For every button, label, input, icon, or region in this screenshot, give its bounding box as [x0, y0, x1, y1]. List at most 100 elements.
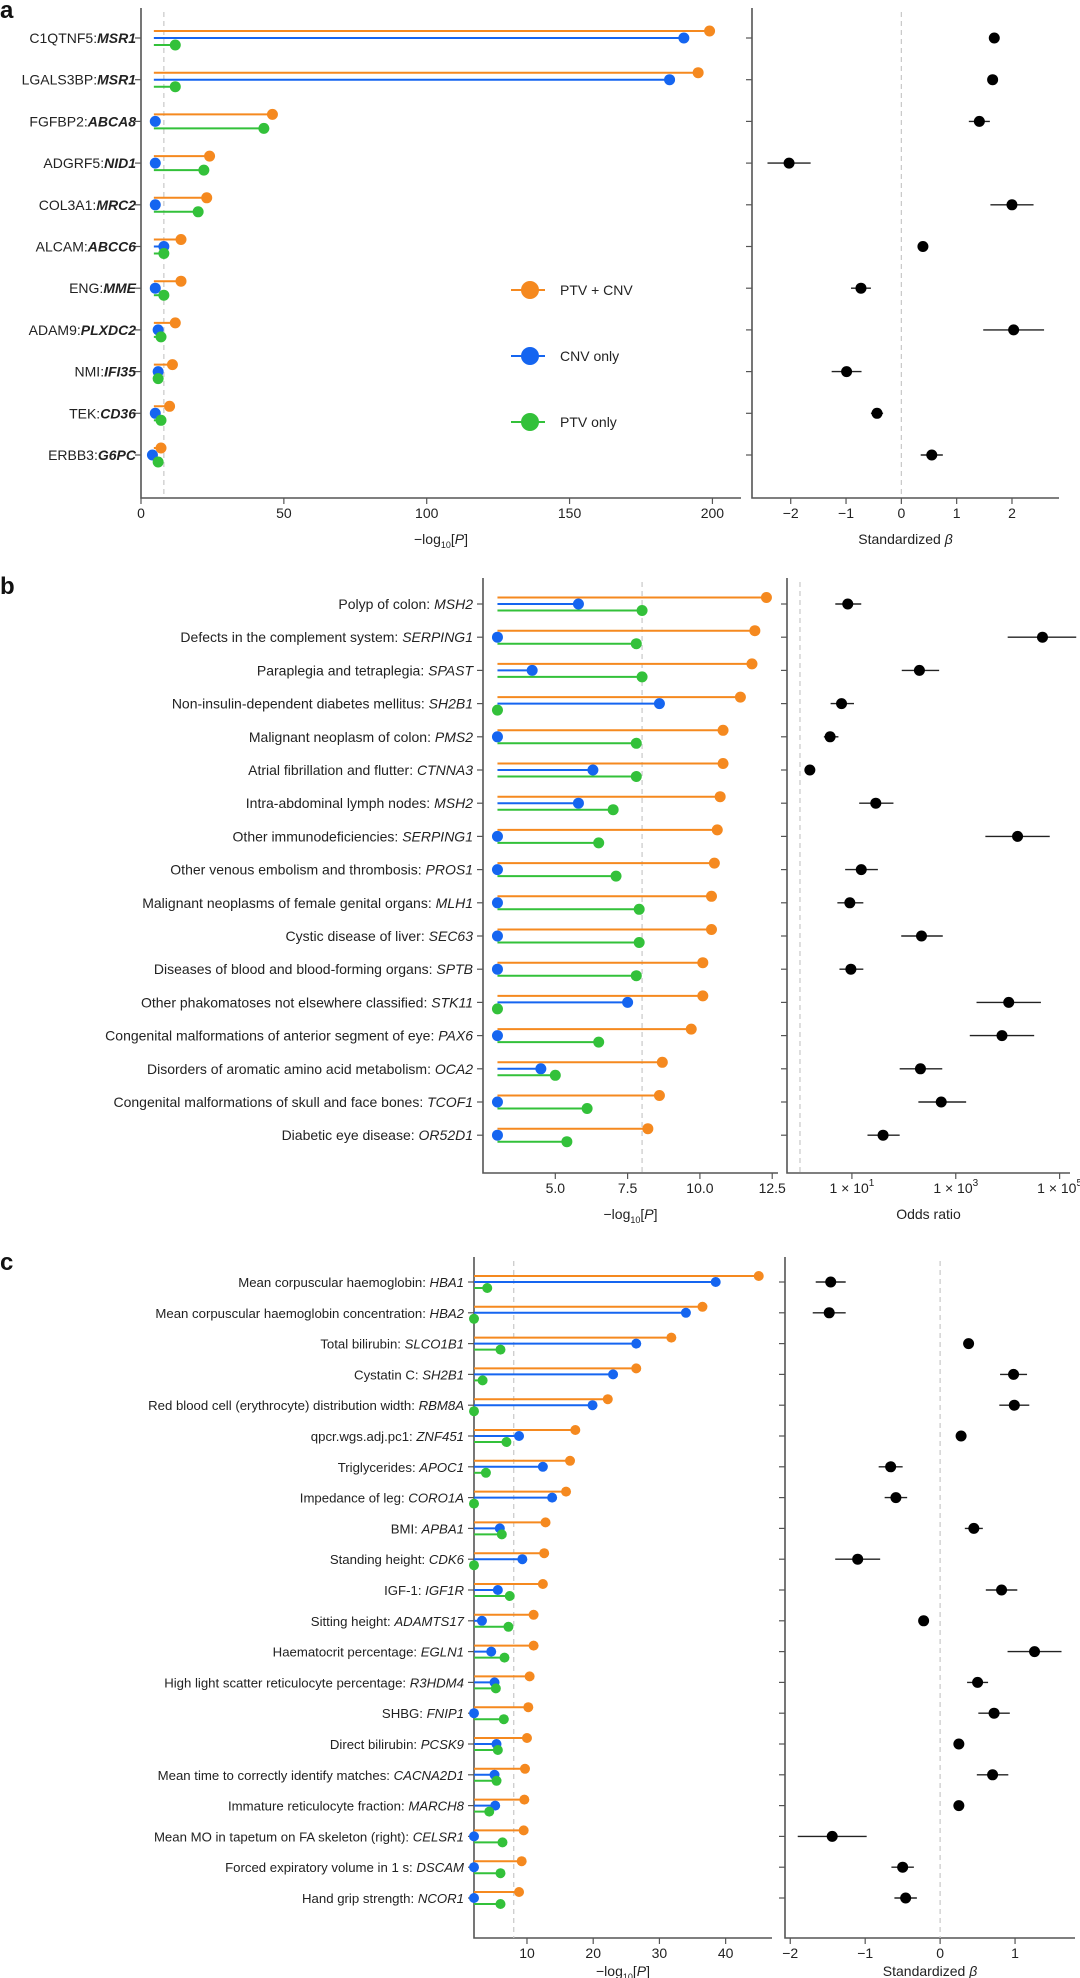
lollipop-point-cnv-only: [517, 1554, 528, 1565]
effect-estimate-point: [996, 1584, 1008, 1596]
row-label: Red blood cell (erythrocyte) distributio…: [148, 1398, 464, 1413]
data-row: Impedance of leg: CORO1A: [300, 1486, 572, 1509]
row-label: ALCAM:ABCC6: [36, 239, 137, 255]
data-row: ADGRF5:NID1: [43, 150, 216, 176]
legend-marker: [521, 347, 539, 365]
row-label: Total bilirubin: SLCO1B1: [320, 1337, 464, 1352]
x-axis-title: Standardized β: [883, 1963, 977, 1978]
lollipop-point-ptv-cnv: [537, 1579, 548, 1589]
lollipop-point-cnv-only: [491, 1030, 503, 1042]
effect-estimate-point: [963, 1338, 975, 1350]
data-row: Non-insulin-dependent diabetes mellitus:…: [172, 691, 746, 716]
effect-estimate-point: [841, 366, 853, 378]
lollipop-point-cnv-only: [680, 1307, 691, 1318]
lollipop-point-ptv-cnv: [631, 1363, 642, 1374]
forest-row: [781, 598, 862, 610]
effect-estimate-point: [913, 664, 925, 676]
lollipop-point-cnv-only: [491, 864, 503, 876]
lollipop-point-ptv-cnv: [705, 890, 717, 902]
row-label: TEK:CD36: [69, 405, 136, 421]
lollipop-point-ptv-only: [630, 771, 642, 782]
lollipop-point-ptv-cnv: [528, 1609, 539, 1620]
forest-row: [781, 764, 816, 776]
row-label: Defects in the complement system: SERPIN…: [180, 629, 473, 645]
data-row: Congenital malformations of skull and fa…: [113, 1090, 665, 1114]
forest-row: [746, 449, 943, 461]
data-row: Other phakomatoses not elsewhere classif…: [141, 990, 709, 1015]
row-label: Malignant neoplasm of colon: PMS2: [249, 729, 473, 745]
row-label: FGFBP2:ABCA8: [29, 113, 136, 129]
x-tick-label: 40: [718, 1945, 734, 1961]
lollipop-point-cnv-only: [622, 996, 634, 1008]
lollipop-point-cnv-only: [491, 830, 503, 842]
lollipop-point-ptv-cnv: [518, 1825, 529, 1836]
forest-row: [781, 698, 854, 710]
row-label: Impedance of leg: CORO1A: [300, 1491, 464, 1506]
row-label: Forced expiratory volume in 1 s: DSCAM: [225, 1860, 464, 1875]
forest-row: [781, 897, 864, 909]
effect-estimate-point: [826, 1830, 838, 1842]
data-row: Hand grip strength: NCOR1: [302, 1887, 525, 1909]
lollipop-point-ptv-cnv: [753, 1271, 764, 1281]
data-row: Defects in the complement system: SERPIN…: [180, 625, 761, 650]
effect-estimate-point: [935, 1096, 947, 1108]
lollipop-point-ptv-only: [155, 414, 167, 426]
forest-row: [781, 664, 940, 676]
lollipop-point-ptv-cnv: [528, 1640, 539, 1651]
data-row: Standing height: CDK6: [330, 1548, 550, 1571]
row-label: Intra-abdominal lymph nodes: MSH2: [246, 795, 473, 811]
lollipop-point-cnv-only: [469, 1831, 479, 1842]
x-tick-label: 12.5: [759, 1180, 786, 1196]
row-label: Other immunodeficiencies: SERPING1: [233, 828, 473, 844]
row-label: ADGRF5:NID1: [43, 155, 136, 171]
x-tick-label: 0: [897, 505, 905, 521]
lollipop-point-cnv-only: [149, 199, 161, 211]
effect-estimate-point: [852, 1553, 864, 1565]
effect-estimate-point: [955, 1430, 967, 1442]
lollipop-point-ptv-only: [469, 1560, 479, 1571]
lollipop-point-ptv-cnv: [656, 1056, 668, 1068]
lollipop-point-ptv-only: [636, 605, 648, 616]
data-row: qpcr.wgs.adj.pc1: ZNF451: [311, 1425, 581, 1447]
row-label: Paraplegia and tetraplegia: SPAST: [257, 662, 475, 678]
lollipop-point-ptv-cnv: [524, 1671, 535, 1682]
x-axis-title: Standardized β: [858, 531, 952, 547]
forest-row: [779, 1738, 965, 1750]
lollipop-point-ptv-cnv: [175, 234, 187, 245]
effect-estimate-point: [824, 731, 836, 743]
lollipop-point-ptv-only: [477, 1375, 488, 1386]
effect-estimate-point: [842, 598, 854, 610]
panel-letter: a: [0, 0, 14, 24]
forest-row: [781, 930, 943, 942]
lollipop-point-ptv-only: [593, 837, 605, 849]
lollipop-point-cnv-only: [491, 1129, 503, 1141]
lollipop-point-cnv-only: [587, 764, 599, 776]
row-label: Standing height: CDK6: [330, 1552, 465, 1567]
x-tick-label: 0: [137, 505, 145, 521]
effect-estimate-point: [953, 1800, 965, 1812]
data-row: Other venous embolism and thrombosis: PR…: [170, 857, 720, 882]
lollipop-point-cnv-only: [537, 1461, 548, 1472]
row-label: Non-insulin-dependent diabetes mellitus:…: [172, 696, 473, 712]
lollipop-point-ptv-only: [607, 804, 619, 816]
lollipop-point-ptv-only: [192, 206, 204, 218]
data-row: LGALS3BP:MSR1: [22, 67, 704, 93]
lollipop-point-ptv-only: [480, 1467, 491, 1478]
forest-row: [746, 199, 1034, 211]
row-label: Atrial fibrillation and flutter: CTNNA3: [248, 762, 473, 778]
lollipop-point-ptv-cnv: [565, 1455, 576, 1466]
row-label: ADAM9:PLXDC2: [29, 322, 137, 338]
effect-estimate-point: [855, 282, 867, 294]
forest-row: [746, 407, 884, 419]
row-label: Mean corpuscular haemoglobin: HBA1: [238, 1275, 464, 1290]
effect-estimate-point: [972, 1676, 984, 1688]
lollipop-point-ptv-cnv: [521, 1733, 532, 1743]
lollipop-point-cnv-only: [678, 32, 690, 44]
panel-b: b 5.0 7.5 10.0 12.5 −log10[P] Polyp of colon: …: [0, 573, 1080, 1225]
lollipop-point-cnv-only: [486, 1646, 497, 1657]
forest-row: [779, 1276, 846, 1288]
lollipop-point-ptv-cnv: [746, 658, 758, 670]
lollipop-point-ptv-cnv: [697, 957, 709, 969]
row-label: Disorders of aromatic amino acid metabol…: [147, 1061, 473, 1077]
